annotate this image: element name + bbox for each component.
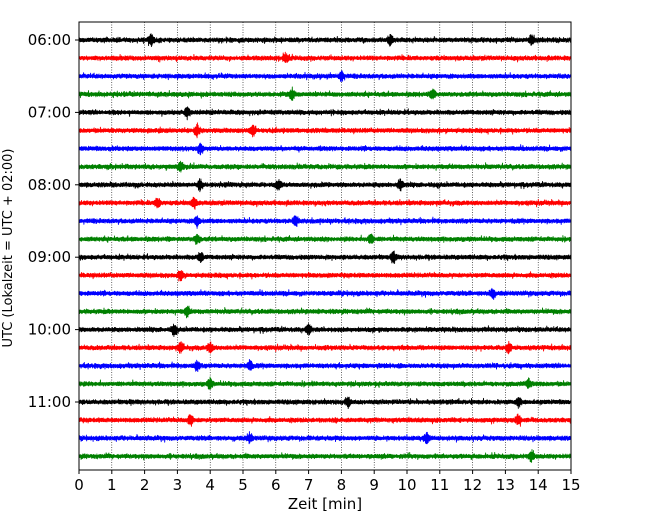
seismo-trace	[78, 449, 572, 463]
seismo-trace	[78, 269, 572, 282]
seismo-trace	[78, 287, 572, 300]
seismo-trace	[78, 250, 572, 264]
seismo-trace	[78, 358, 572, 373]
seismo-trace	[78, 431, 572, 445]
seismo-trace	[78, 196, 572, 210]
seismo-trace	[78, 86, 572, 101]
x-tick-label: 3	[173, 476, 183, 494]
seismo-trace	[78, 122, 572, 139]
x-tick-label: 2	[140, 476, 150, 494]
x-tick-label: 15	[561, 476, 580, 494]
seismo-trace	[78, 106, 572, 121]
y-tick-label: 11:00	[28, 393, 71, 411]
x-tick-label: 9	[369, 476, 379, 494]
seismo-trace	[78, 70, 572, 83]
y-tick-label: 07:00	[28, 103, 71, 121]
y-tick-label: 06:00	[28, 31, 71, 49]
trace-layer	[78, 33, 572, 463]
x-tick-label: 0	[74, 476, 84, 494]
seismo-trace	[78, 233, 572, 245]
y-axis-label: UTC (Lokalzeit = UTC + 02:00)	[1, 149, 16, 348]
seismo-trace	[78, 51, 572, 64]
seismo-trace	[78, 323, 572, 337]
seismo-trace	[78, 376, 572, 390]
x-tick-label: 1	[107, 476, 117, 494]
x-tick-label: 6	[271, 476, 281, 494]
y-tick-label: 08:00	[28, 176, 71, 194]
x-axis-label: Zeit [min]	[288, 495, 362, 513]
seismo-trace	[78, 178, 572, 193]
y-tick-label: 10:00	[28, 321, 71, 339]
x-tick-label: 13	[496, 476, 515, 494]
x-tick-label: 10	[397, 476, 416, 494]
x-tick-label: 12	[463, 476, 482, 494]
plot-frame	[78, 21, 572, 471]
x-tick-label: 14	[529, 476, 548, 494]
x-tick-label: 5	[238, 476, 248, 494]
x-tick-label: 11	[430, 476, 449, 494]
seismo-trace	[78, 215, 572, 229]
y-tick-label: 09:00	[28, 248, 71, 266]
seismo-trace	[78, 160, 572, 173]
x-tick-label: 8	[337, 476, 347, 494]
x-tick-label: 4	[205, 476, 215, 494]
seismo-trace	[78, 305, 572, 319]
tick-layer: 0 1 2 3 4 5 6 7 8 9 10 11 12 13 14 1506:0007:0008:0009:…	[28, 31, 581, 494]
seismo-trace	[78, 340, 572, 355]
seismo-trace	[78, 396, 572, 410]
grid-layer	[111, 22, 539, 470]
x-tick-label: 7	[304, 476, 314, 494]
seismo-trace	[78, 33, 572, 48]
seismo-trace	[78, 413, 572, 427]
seismo-trace	[78, 142, 572, 156]
